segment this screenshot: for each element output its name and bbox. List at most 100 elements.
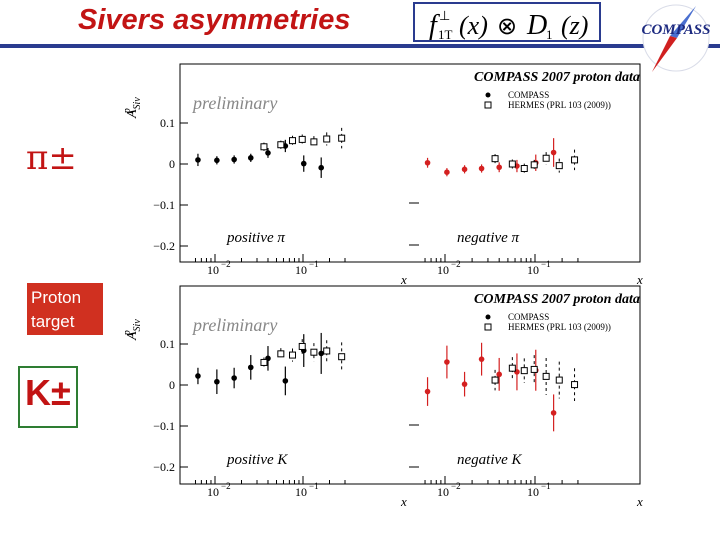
panel-2-2-hermes-point bbox=[491, 376, 499, 384]
sivers-formula: f ⊥ 1T (x) ⊗ D 1 (z) bbox=[429, 8, 588, 42]
panel-1-1-xlabel: x bbox=[400, 272, 407, 287]
panel-1-2-xtick-exp: −1 bbox=[541, 259, 551, 269]
block1-legend-hermes-marker bbox=[484, 101, 492, 109]
block1-legend-compass: COMPASS bbox=[508, 90, 549, 100]
panel-2-1-hermes-point bbox=[289, 351, 297, 359]
panel-2-2-label: negative K bbox=[457, 452, 523, 468]
panel-2-2-compass-point bbox=[424, 388, 431, 395]
panel-2-1-hermes-point bbox=[277, 350, 285, 358]
panel-1-2-hermes-point bbox=[530, 161, 538, 169]
formula-D-sub: 1 bbox=[546, 27, 553, 42]
panel-1-2-hermes-point bbox=[542, 154, 550, 162]
pion-label: π± bbox=[26, 138, 77, 178]
panel-1-1-compass-point bbox=[265, 150, 271, 156]
panel-1-2-label: negative π bbox=[457, 230, 520, 246]
panel-2-2-compass-point bbox=[550, 410, 557, 416]
slide-title: Sivers asymmetries bbox=[78, 4, 351, 36]
panel-2-2-hermes-point bbox=[555, 376, 563, 384]
formula-x: (x) bbox=[459, 11, 488, 40]
panel-2-1-compass-point bbox=[318, 350, 325, 357]
block1-ytick-label: 0 bbox=[169, 157, 175, 171]
formula-otimes: ⊗ bbox=[497, 12, 517, 40]
sivers-formula-box: f ⊥ 1T (x) ⊗ D 1 (z) bbox=[413, 2, 601, 42]
panel-1-1-xtick-label: 10 bbox=[295, 263, 307, 277]
block2-ytick-label: 0 bbox=[169, 378, 175, 392]
panel-2-1-xtick-exp: −1 bbox=[309, 481, 319, 491]
panel-1-1-label: positive π bbox=[226, 230, 285, 246]
panel-1-2-xtick-label: 10 bbox=[527, 263, 539, 277]
panel-2-1-xtick-exp: −2 bbox=[221, 481, 231, 491]
formula-D: D bbox=[526, 10, 547, 41]
panel-2-1-label: positive K bbox=[226, 452, 288, 468]
formula-sup: ⊥ bbox=[439, 8, 450, 23]
block1-ylabel: ASivp bbox=[122, 97, 143, 119]
panel-2-1-xlabel: x bbox=[400, 494, 407, 509]
panel-1-1-hermes-point bbox=[289, 137, 297, 145]
panel-1-2-xtick-exp: −2 bbox=[451, 259, 461, 269]
panel-2-1-hermes-point bbox=[323, 347, 331, 355]
panel-1-2-xlabel: x bbox=[636, 272, 643, 287]
block2-ytick-label: −0.2 bbox=[153, 460, 175, 474]
panel-1-2-compass-point bbox=[461, 166, 468, 173]
block1-watermark: preliminary bbox=[191, 93, 277, 113]
panel-2-2-hermes-point bbox=[508, 364, 516, 372]
panel-2-2-compass-point bbox=[444, 359, 450, 365]
panel-1-1-compass-point bbox=[214, 157, 220, 164]
panel-2-1-compass-point bbox=[282, 378, 289, 384]
panel-2-2-xtick-exp: −2 bbox=[451, 481, 461, 491]
panel-1-2-xtick-label: 10 bbox=[437, 263, 449, 277]
panel-2-2-hermes-point bbox=[530, 365, 538, 373]
logo-needle-blue bbox=[670, 6, 696, 38]
panel-2-2-hermes-point bbox=[542, 372, 550, 380]
panel-1-1-xtick-exp: −1 bbox=[309, 259, 319, 269]
panel-1-1-compass-point bbox=[300, 160, 307, 167]
formula-sub: 1T bbox=[438, 27, 453, 42]
block1-ylabel-sub: Siv bbox=[132, 97, 143, 110]
panel-1-1-hermes-point bbox=[298, 135, 306, 143]
panel-1-2-hermes-point bbox=[571, 156, 579, 164]
panel-2-1-hermes-point bbox=[310, 348, 318, 356]
panel-2-2-compass-point bbox=[496, 371, 502, 378]
block2-watermark: preliminary bbox=[191, 315, 277, 335]
block1-legend-hermes: HERMES (PRL 103 (2009)) bbox=[508, 100, 611, 110]
panel-1-1-hermes-point bbox=[260, 143, 268, 151]
panel-1-2-compass-point bbox=[496, 164, 502, 171]
panel-2-2-hermes-point bbox=[571, 381, 579, 389]
panel-2-1-xtick-label: 10 bbox=[295, 485, 307, 499]
compass-logo: COMPASS bbox=[642, 4, 710, 72]
formula-z: (z) bbox=[561, 11, 588, 40]
panel-1-2-hermes-point bbox=[520, 165, 528, 173]
panel-1-1-hermes-point bbox=[277, 141, 285, 149]
panel-2-2-compass-point bbox=[461, 381, 468, 387]
panel-2-2-hermes-point bbox=[520, 367, 528, 375]
panel-2-1-compass-point bbox=[247, 364, 254, 371]
proton-target-badge: Proton target bbox=[27, 283, 103, 335]
panel-2-1-compass-point bbox=[195, 373, 201, 379]
title-underline bbox=[0, 44, 720, 48]
panel-2-1-compass-point bbox=[214, 378, 220, 385]
panel-2-1-hermes-point bbox=[338, 353, 346, 361]
block2-ylabel-sub: Siv bbox=[132, 319, 143, 332]
panel-1-1-compass-point bbox=[247, 155, 254, 161]
panel-2-2-xlabel: x bbox=[636, 494, 643, 509]
block1-ytick-label: −0.2 bbox=[153, 239, 175, 253]
block2-ylabel: ASivp bbox=[122, 319, 143, 341]
panel-1-2-compass-point bbox=[478, 165, 485, 172]
panel-1-2-compass-point bbox=[424, 159, 431, 166]
panel-2-1-hermes-point bbox=[298, 342, 306, 350]
block2-ytick-label: 0.1 bbox=[160, 337, 175, 351]
panel-1-1-xtick-label: 10 bbox=[207, 263, 219, 277]
panel-2-1-xtick-label: 10 bbox=[207, 485, 219, 499]
block2-title: COMPASS 2007 proton data bbox=[474, 292, 640, 307]
formula-f: f bbox=[429, 10, 440, 41]
block1-title: COMPASS 2007 proton data bbox=[474, 70, 640, 85]
block1-frame bbox=[179, 63, 641, 263]
panel-2-2-xtick-exp: −1 bbox=[541, 481, 551, 491]
panel-1-1-hermes-point bbox=[310, 138, 318, 146]
block2-legend-hermes-marker bbox=[484, 323, 492, 331]
panel-2-1-hermes-point bbox=[260, 358, 268, 366]
block2-legend-hermes: HERMES (PRL 103 (2009)) bbox=[508, 322, 611, 332]
logo-needle-red bbox=[652, 36, 677, 72]
panel-1-2-hermes-point bbox=[555, 162, 563, 170]
